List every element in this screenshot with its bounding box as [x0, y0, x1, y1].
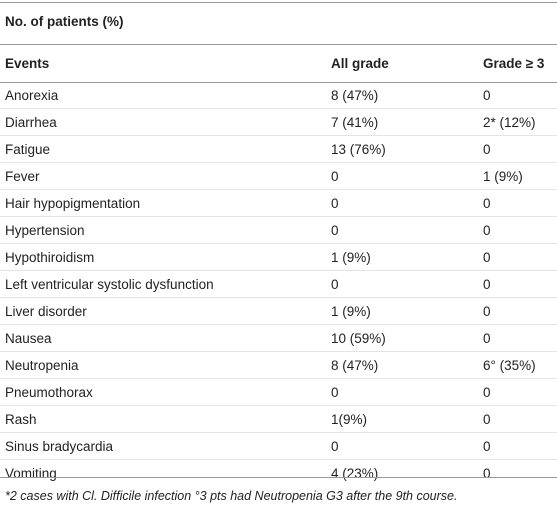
table-cell: 8 (47%) — [331, 87, 379, 103]
table-row: Rash 1(9%) 0 — [0, 405, 557, 433]
table-row: Hypertension 0 0 — [0, 216, 557, 244]
table-cell: 6° (35%) — [478, 351, 557, 379]
table-row: Hair hypopigmentation 0 0 — [0, 189, 557, 217]
column-header: Grade ≥ 3 — [483, 55, 545, 71]
table-cell: 0 — [478, 270, 557, 298]
table-cell: Vomiting — [0, 459, 326, 486]
table-cell: 4 (23%) — [326, 459, 478, 486]
table-cell: 0 — [478, 297, 557, 325]
table-cell: 1(9%) — [326, 405, 478, 433]
table-cell: Anorexia — [5, 87, 59, 103]
table-cell: 8 (47%) — [326, 351, 478, 379]
table-cell: 10 (59%) — [326, 324, 478, 352]
table-cell: Neutropenia — [0, 351, 326, 379]
table-cell: 0 — [326, 216, 478, 244]
table-row: Diarrhea 7 (41%) 2* (12%) — [0, 108, 557, 136]
table-cell: Fatigue — [0, 135, 326, 163]
table-cell: 0 — [478, 378, 557, 406]
header-row: Events All grade Grade ≥ 3 — [0, 44, 557, 82]
table-row: Pneumothorax 0 0 — [0, 378, 557, 406]
table-cell: 1 (9%) — [326, 243, 478, 271]
table-cell: Rash — [0, 405, 326, 433]
table-cell: 0 — [483, 87, 491, 103]
rule — [0, 477, 557, 478]
table-cell: 13 (76%) — [326, 135, 478, 163]
table-cell: 0 — [326, 189, 478, 217]
rule — [0, 82, 557, 83]
table-cell: Liver disorder — [0, 297, 326, 325]
table-cell: 0 — [326, 162, 478, 190]
table-cell: 1 (9%) — [478, 162, 557, 190]
table-cell: Left ventricular systolic dysfunction — [0, 270, 326, 298]
table-cell: 0 — [478, 216, 557, 244]
table-cell: Pneumothorax — [0, 378, 326, 406]
table-cell: 0 — [478, 459, 557, 486]
table-title: No. of patients (%) — [5, 14, 124, 29]
table-row: Fever 0 1 (9%) — [0, 162, 557, 190]
table-cell: 0 — [326, 378, 478, 406]
table-row: Anorexia 8 (47%) 0 — [0, 82, 557, 109]
table-row: Neutropenia 8 (47%) 6° (35%) — [0, 351, 557, 379]
table-row: Vomiting 4 (23%) 0 — [0, 459, 557, 486]
table-cell: 2* (12%) — [478, 108, 557, 136]
table-cell: 0 — [478, 432, 557, 460]
table-cell: Hypothiroidism — [0, 243, 326, 271]
column-header: Events — [5, 55, 50, 71]
table-cell: 0 — [478, 324, 557, 352]
table-cell: 7 (41%) — [326, 108, 478, 136]
table-row: Liver disorder 1 (9%) 0 — [0, 297, 557, 325]
table-cell: 0 — [478, 243, 557, 271]
rule — [0, 44, 557, 45]
table-cell: Nausea — [0, 324, 326, 352]
table-cell: Fever — [0, 162, 326, 190]
table-row: Nausea 10 (59%) 0 — [0, 324, 557, 352]
table-row: Left ventricular systolic dysfunction 0 0 — [0, 270, 557, 298]
table-cell: 0 — [326, 432, 478, 460]
table-cell: 0 — [478, 189, 557, 217]
table-cell: Hypertension — [0, 216, 326, 244]
column-header: All grade — [331, 55, 389, 71]
footnote: *2 cases with Cl. Difficile infection °3… — [5, 489, 458, 503]
table-cell: 0 — [478, 135, 557, 163]
table: Events All grade Grade ≥ 3 Anorexia 8 (47%)… — [0, 44, 557, 486]
table-row: Fatigue 13 (76%) 0 — [0, 135, 557, 163]
table-cell: Diarrhea — [0, 108, 326, 136]
table-row: Sinus bradycardia 0 0 — [0, 432, 557, 460]
table-cell: Hair hypopigmentation — [0, 189, 326, 217]
table-row: Hypothiroidism 1 (9%) 0 — [0, 243, 557, 271]
table-cell: 0 — [326, 270, 478, 298]
table-cell: Sinus bradycardia — [0, 432, 326, 460]
table-cell: 0 — [478, 405, 557, 433]
table-cell: 1 (9%) — [326, 297, 478, 325]
rule — [0, 2, 557, 3]
